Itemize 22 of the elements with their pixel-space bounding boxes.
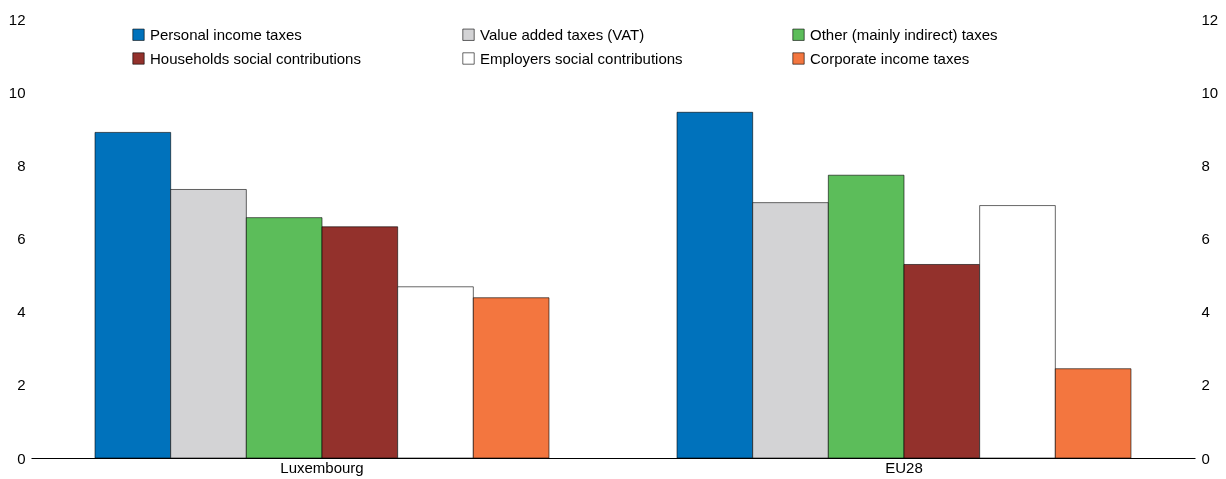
y-tick-label: 4 (17, 303, 26, 321)
y-tick-label: 8 (17, 156, 26, 174)
legend-label: Value added taxes (VAT) (480, 25, 645, 43)
y2-tick-label: 12 (1201, 10, 1219, 28)
x-tick-label: EU28 (885, 458, 923, 476)
y-tick-label: 0 (17, 449, 26, 467)
y2-tick-label: 8 (1201, 156, 1210, 174)
y-tick-label: 2 (17, 376, 26, 394)
y2-tick-label: 6 (1201, 230, 1210, 247)
y2-tick-label: 4 (1201, 303, 1210, 321)
y2-tick-label: 0 (1201, 449, 1210, 467)
x-tick-label: Luxembourg (280, 458, 364, 476)
legend-label: Households social contributions (150, 49, 361, 67)
y-tick-label: 12 (8, 10, 26, 28)
legend-label: Other (mainly indirect) taxes (810, 25, 998, 43)
y-tick-label: 6 (17, 230, 26, 247)
y-tick-label: 10 (8, 83, 26, 101)
legend-label: Employers social contributions (480, 49, 683, 67)
y2-tick-label: 2 (1201, 376, 1210, 394)
legend-label: Corporate income taxes (810, 49, 970, 67)
legend-label: Personal income taxes (150, 25, 302, 43)
y2-tick-label: 10 (1201, 83, 1219, 101)
